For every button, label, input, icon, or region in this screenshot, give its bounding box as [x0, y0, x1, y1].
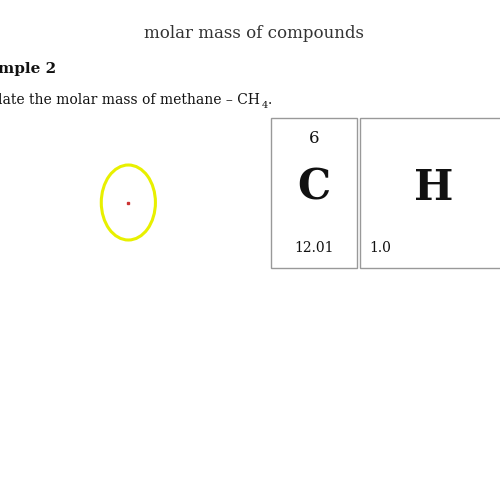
Text: H: H [414, 166, 453, 208]
FancyBboxPatch shape [271, 118, 357, 268]
Text: 1.0: 1.0 [370, 241, 392, 255]
Text: 12.01: 12.01 [294, 241, 334, 255]
Text: late the molar mass of methane – CH: late the molar mass of methane – CH [0, 92, 260, 106]
Text: C: C [298, 166, 330, 208]
FancyBboxPatch shape [360, 118, 500, 268]
Text: 6: 6 [309, 130, 320, 147]
Text: mple 2: mple 2 [0, 62, 56, 76]
Text: molar mass of compounds: molar mass of compounds [144, 25, 364, 42]
Text: .: . [268, 92, 272, 106]
Text: 4: 4 [262, 100, 268, 110]
